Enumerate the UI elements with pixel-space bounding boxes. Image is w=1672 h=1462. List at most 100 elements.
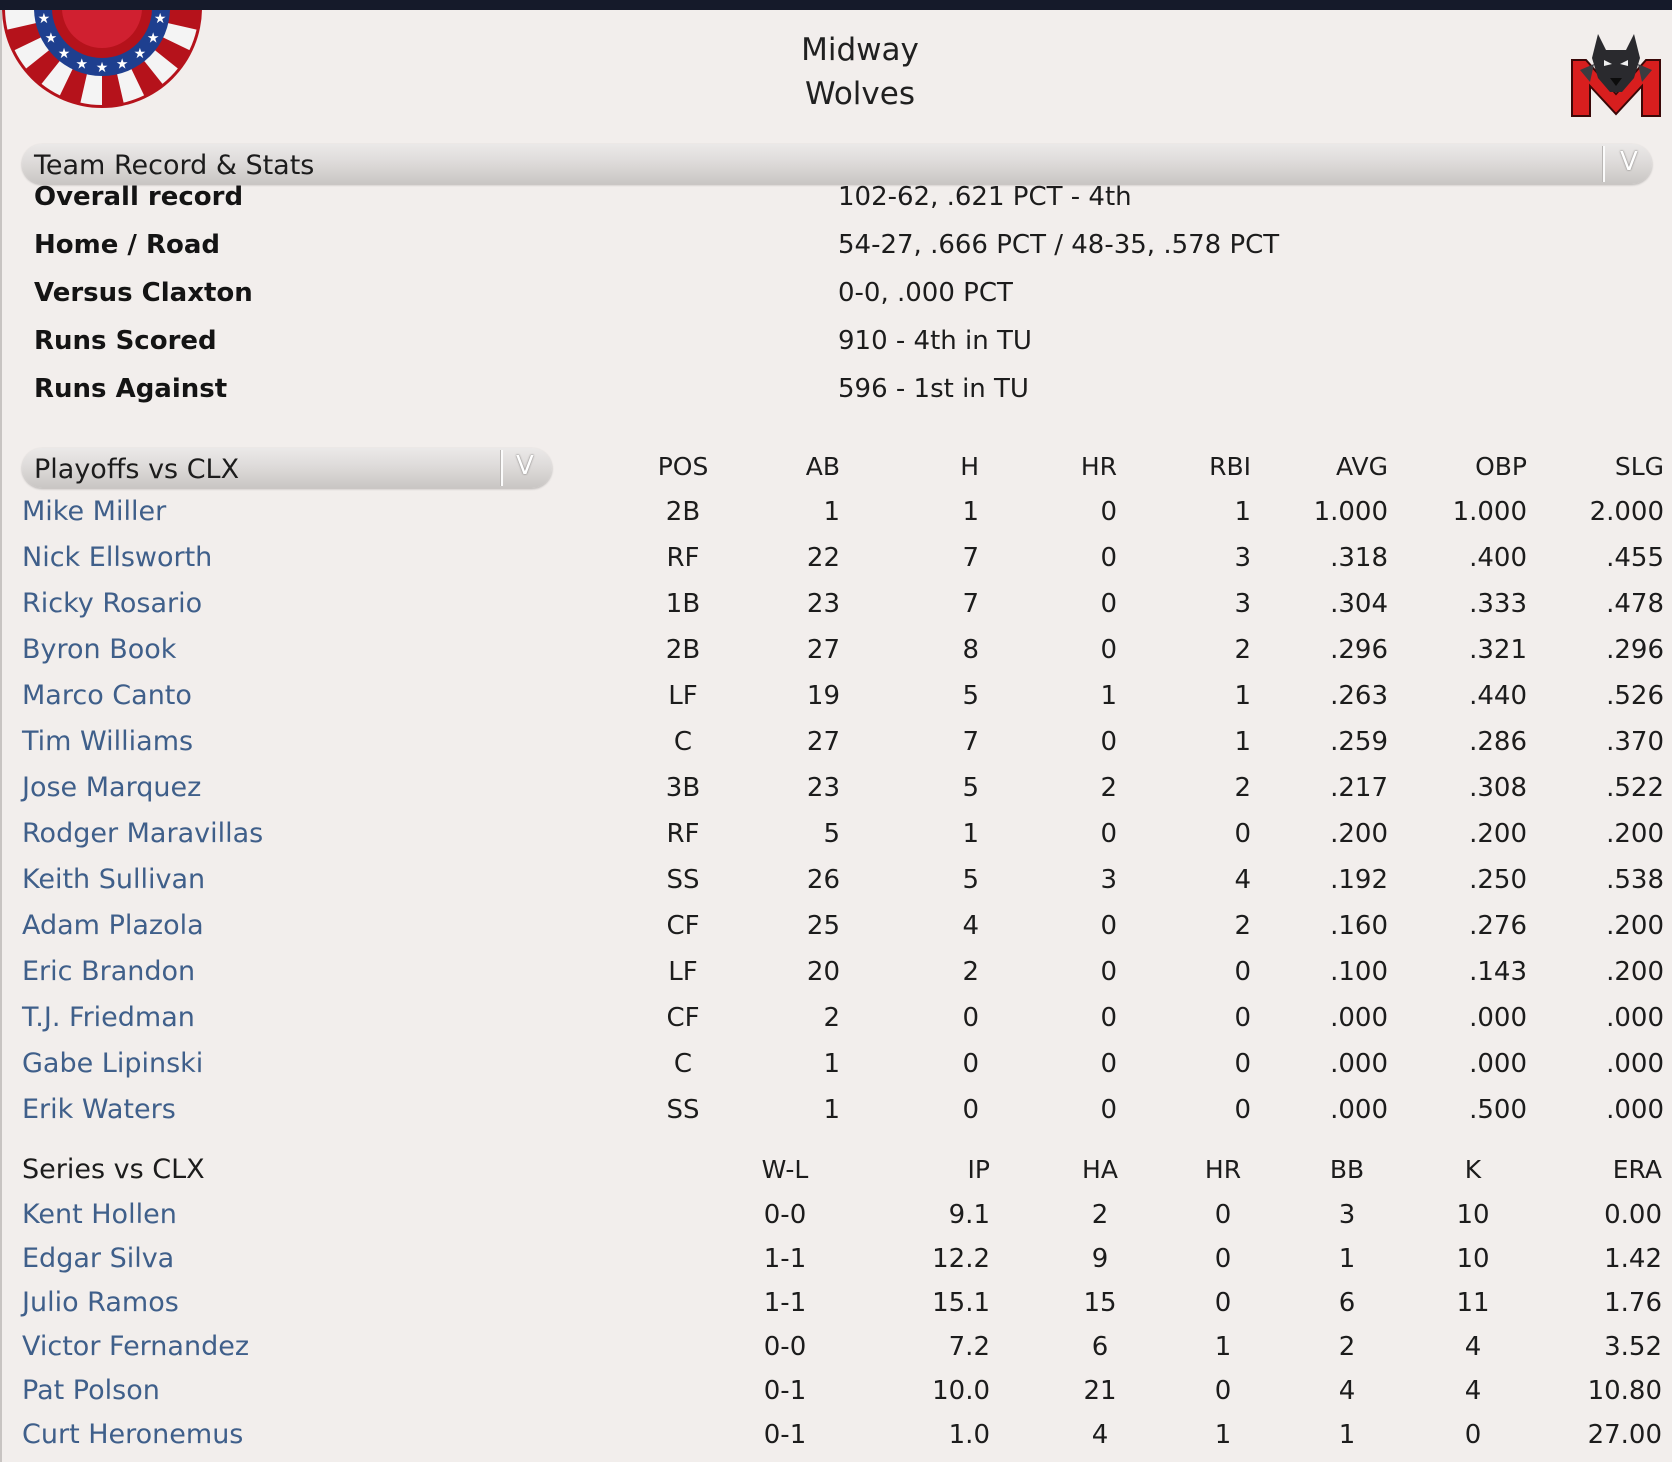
stat-cell-hr: 0 — [1214, 1244, 1232, 1274]
stat-cell-pos: C — [673, 727, 693, 757]
pitcher-link[interactable]: Curt Heronemus — [22, 1419, 244, 1450]
player-link[interactable]: Keith Sullivan — [22, 864, 206, 895]
stat-cell-h: 0 — [962, 1095, 979, 1125]
stat-cell-bb: 1 — [1338, 1244, 1356, 1274]
stat-cell-hr: 0 — [1100, 1049, 1117, 1079]
player-link[interactable]: Rodger Maravillas — [22, 818, 264, 849]
patriotic-bunting-icon: ★★★★★★★★★ — [2, 10, 202, 108]
player-link[interactable]: T.J. Friedman — [22, 1002, 195, 1033]
stat-cell-wl: 0-0 — [763, 1332, 807, 1362]
stat-cell-era: 0.00 — [1604, 1200, 1662, 1230]
stat-cell-wl: 0-1 — [763, 1376, 807, 1406]
stat-cell-avg: .259 — [1330, 727, 1388, 757]
stat-cell-avg: .296 — [1330, 635, 1388, 665]
stat-cell-ha: 2 — [1091, 1200, 1109, 1230]
stat-cell-ha: 6 — [1091, 1332, 1109, 1362]
window-top-bar — [0, 0, 1672, 10]
record-label: Overall record — [34, 182, 244, 212]
pitcher-link[interactable]: Kent Hollen — [22, 1199, 177, 1230]
column-header: ERA — [1612, 1155, 1662, 1184]
stat-cell-ha: 21 — [1083, 1376, 1117, 1406]
player-link[interactable]: Marco Canto — [22, 680, 192, 711]
stat-cell-ab: 22 — [806, 543, 840, 573]
stat-cell-ab: 27 — [806, 727, 840, 757]
stat-cell-obp: .143 — [1469, 957, 1527, 987]
column-header: K — [1464, 1155, 1482, 1184]
stat-cell-hr: 1 — [1214, 1420, 1232, 1450]
stat-cell-pos: CF — [666, 911, 700, 941]
stat-cell-pos: LF — [668, 681, 698, 711]
pitching-section-label: Series vs CLX — [22, 1154, 205, 1185]
stat-cell-ab: 23 — [806, 589, 840, 619]
stat-cell-avg: .192 — [1330, 865, 1388, 895]
stat-cell-ip: 12.2 — [932, 1244, 990, 1274]
stat-cell-k: 11 — [1456, 1288, 1490, 1318]
player-link[interactable]: Mike Miller — [22, 496, 167, 527]
player-link[interactable]: Byron Book — [22, 634, 177, 665]
stat-cell-avg: .200 — [1330, 819, 1388, 849]
stat-cell-hr: 3 — [1100, 865, 1117, 895]
stat-cell-avg: .318 — [1330, 543, 1388, 573]
player-link[interactable]: Jose Marquez — [22, 772, 202, 803]
stat-cell-ab: 1 — [823, 1095, 840, 1125]
stat-cell-slg: .455 — [1606, 543, 1664, 573]
stat-cell-rbi: 2 — [1234, 773, 1251, 803]
stat-cell-bb: 6 — [1338, 1288, 1356, 1318]
stat-cell-ab: 1 — [823, 497, 840, 527]
pitcher-link[interactable]: Edgar Silva — [22, 1243, 175, 1274]
stat-cell-hr: 0 — [1100, 957, 1117, 987]
stat-cell-h: 7 — [962, 543, 979, 573]
stat-cell-wl: 0-1 — [763, 1420, 807, 1450]
stat-cell-rbi: 3 — [1234, 589, 1251, 619]
stat-cell-h: 0 — [962, 1003, 979, 1033]
pitcher-link[interactable]: Pat Polson — [22, 1375, 160, 1406]
record-label: Runs Against — [34, 374, 228, 404]
record-value: 102-62, .621 PCT - 4th — [838, 182, 1132, 212]
stat-cell-hr: 0 — [1100, 1095, 1117, 1125]
stat-cell-bb: 2 — [1338, 1332, 1356, 1362]
stat-cell-obp: .286 — [1469, 727, 1527, 757]
batting-split-dropdown[interactable]: Playoffs vs CLX V — [22, 448, 552, 488]
stat-cell-hr: 0 — [1100, 727, 1117, 757]
chevron-down-icon[interactable]: V — [1620, 147, 1638, 177]
record-label: Versus Claxton — [34, 278, 253, 308]
pitcher-link[interactable]: Julio Ramos — [22, 1287, 179, 1318]
stat-cell-rbi: 1 — [1234, 727, 1251, 757]
stat-cell-ha: 4 — [1091, 1420, 1109, 1450]
stat-cell-ab: 1 — [823, 1049, 840, 1079]
player-link[interactable]: Gabe Lipinski — [22, 1048, 204, 1079]
stat-cell-pos: 2B — [665, 497, 701, 527]
stat-cell-avg: 1.000 — [1313, 497, 1388, 527]
player-link[interactable]: Tim Williams — [22, 726, 194, 757]
stat-cell-slg: .522 — [1606, 773, 1664, 803]
player-link[interactable]: Erik Waters — [22, 1094, 176, 1125]
pitcher-link[interactable]: Victor Fernandez — [22, 1331, 249, 1362]
stat-cell-obp: 1.000 — [1452, 497, 1527, 527]
stat-cell-rbi: 2 — [1234, 911, 1251, 941]
stat-cell-hr: 0 — [1214, 1288, 1232, 1318]
player-link[interactable]: Ricky Rosario — [22, 588, 203, 619]
column-header: HR — [1080, 452, 1117, 481]
team-nickname: Wolves — [805, 76, 915, 112]
batting-split-dropdown-label: Playoffs vs CLX — [34, 454, 240, 485]
stat-cell-bb: 1 — [1338, 1420, 1356, 1450]
stat-cell-ip: 15.1 — [932, 1288, 990, 1318]
svg-text:★: ★ — [134, 46, 147, 62]
stat-cell-ip: 1.0 — [948, 1420, 990, 1450]
team-record-dropdown[interactable]: Team Record & Stats V — [22, 144, 1652, 184]
chevron-down-icon[interactable]: V — [516, 451, 534, 481]
player-link[interactable]: Eric Brandon — [22, 956, 196, 987]
column-header: SLG — [1614, 452, 1664, 481]
player-link[interactable]: Nick Ellsworth — [22, 542, 213, 573]
stat-cell-wl: 1-1 — [763, 1288, 807, 1318]
stat-cell-slg: .200 — [1606, 911, 1664, 941]
dropdown-separator — [500, 450, 503, 486]
stat-cell-avg: .000 — [1330, 1003, 1388, 1033]
stat-cell-h: 2 — [962, 957, 979, 987]
player-link[interactable]: Adam Plazola — [22, 910, 204, 941]
stat-cell-h: 8 — [962, 635, 979, 665]
record-value: 54-27, .666 PCT / 48-35, .578 PCT — [838, 230, 1280, 260]
stat-cell-avg: .000 — [1330, 1049, 1388, 1079]
svg-text:★: ★ — [154, 11, 167, 27]
column-header: AB — [805, 452, 840, 481]
